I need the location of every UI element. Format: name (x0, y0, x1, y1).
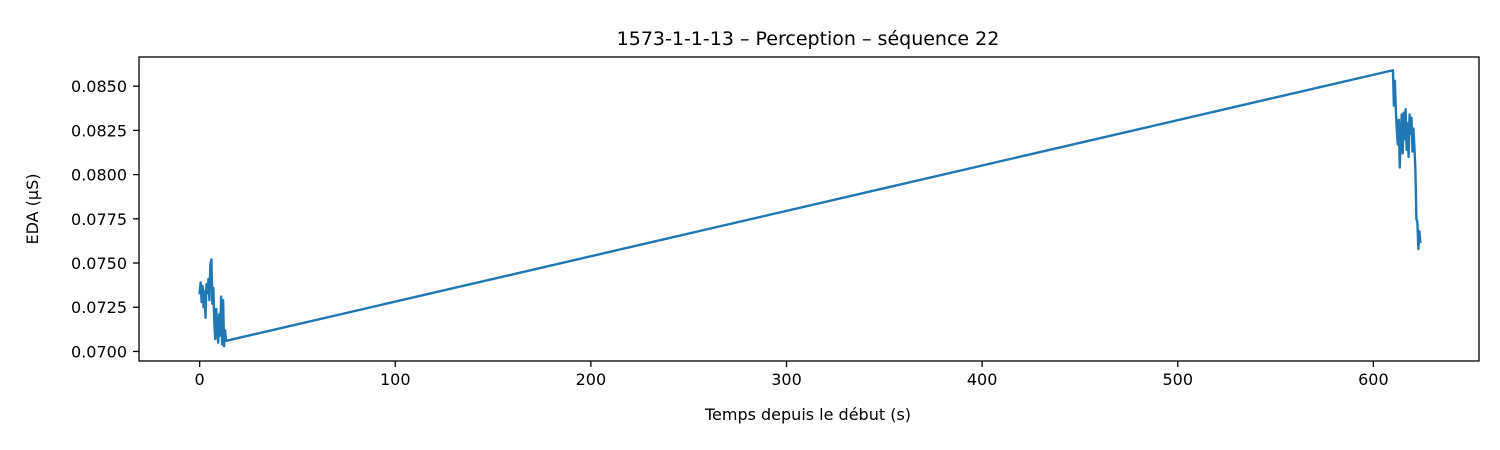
x-tick-label: 0 (195, 370, 205, 389)
y-tick-label: 0.0850 (71, 77, 127, 96)
x-tick-label: 300 (771, 370, 802, 389)
y-tick-label: 0.0800 (71, 166, 127, 185)
axes-frame (138, 56, 1480, 362)
series-line-0 (198, 69, 1422, 348)
chart-title: 1573-1-1-13 – Perception – séquence 22 (617, 28, 1000, 50)
y-axis-title: EDA (µS) (23, 174, 42, 245)
x-axis-title: Temps depuis le début (s) (704, 405, 911, 424)
y-tick-label: 0.0750 (71, 254, 127, 273)
y-axis: 0.0700 0.0725 0.0750 0.0775 0.0800 0.0825 0.08… (71, 77, 139, 361)
y-tick-label: 0.0700 (71, 342, 127, 361)
x-tick-label: 100 (380, 370, 411, 389)
x-tick-label: 400 (967, 370, 998, 389)
x-tick-label: 200 (576, 370, 607, 389)
y-tick-label: 0.0775 (71, 210, 127, 229)
x-tick-label: 600 (1358, 370, 1389, 389)
y-tick-label: 0.0825 (71, 121, 127, 140)
y-tick-label: 0.0725 (71, 298, 127, 317)
x-tick-label: 500 (1162, 370, 1193, 389)
plot-area (198, 69, 1422, 348)
x-axis: 0 100 200 300 400 500 600 (195, 361, 1389, 389)
